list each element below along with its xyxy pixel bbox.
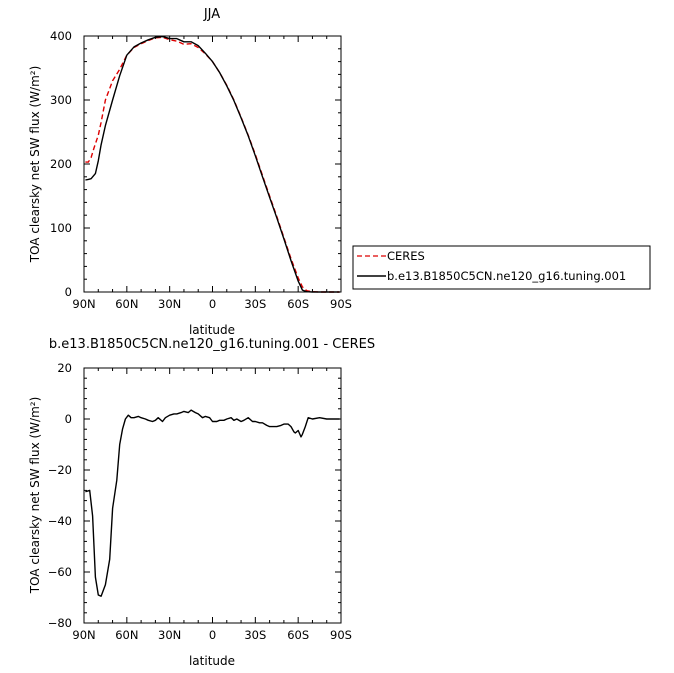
top-y-tick-label: 0 bbox=[65, 285, 72, 299]
bottom-y-tick-label: −40 bbox=[48, 514, 72, 528]
top-series-line-1 bbox=[85, 35, 340, 293]
top-panel: JJA latitude TOA clearsky net SW flux (W… bbox=[28, 7, 651, 337]
bottom-panel-title: b.e13.B1850C5CN.ne120_g16.tuning.001 - C… bbox=[49, 337, 375, 352]
bottom-y-tick-label: −60 bbox=[48, 565, 72, 579]
bottom-x-tick-label: 60S bbox=[287, 628, 309, 642]
bottom-x-tick-label: 30N bbox=[158, 628, 181, 642]
bottom-y-tick-label: 20 bbox=[57, 361, 72, 375]
top-tick-labels: 90N 60N 30N 0 30S 60S 90S 0 100 200 300 400 bbox=[50, 29, 352, 311]
top-x-tick-label: 90S bbox=[330, 297, 352, 311]
top-series-group bbox=[85, 35, 340, 293]
bottom-x-tick-label: 30S bbox=[244, 628, 266, 642]
top-x-tick-label: 0 bbox=[209, 297, 216, 311]
legend: CERES b.e13.B1850C5CN.ne120_g16.tuning.0… bbox=[352, 245, 651, 290]
bottom-x-tick-label: 90N bbox=[72, 628, 95, 642]
top-y-tick-label: 200 bbox=[50, 157, 72, 171]
top-series-line-0 bbox=[85, 36, 340, 293]
top-y-tick-label: 100 bbox=[50, 221, 72, 235]
top-y-axis-label: TOA clearsky net SW flux (W/m²) bbox=[28, 66, 42, 264]
legend-box bbox=[352, 245, 651, 290]
bottom-axis-ticks bbox=[83, 367, 342, 624]
top-x-tick-label: 60N bbox=[115, 297, 138, 311]
top-x-axis-label: latitude bbox=[189, 323, 235, 337]
top-x-tick-label: 90N bbox=[72, 297, 95, 311]
bottom-x-tick-label: 60N bbox=[115, 628, 138, 642]
bottom-x-tick-label: 0 bbox=[209, 628, 216, 642]
top-y-tick-label: 400 bbox=[50, 29, 72, 43]
bottom-y-axis-label: TOA clearsky net SW flux (W/m²) bbox=[28, 397, 42, 595]
top-panel-title: JJA bbox=[203, 7, 220, 22]
top-x-tick-label: 60S bbox=[287, 297, 309, 311]
bottom-y-tick-label: 0 bbox=[65, 412, 72, 426]
bottom-plot-frame bbox=[83, 367, 342, 624]
bottom-panel: b.e13.B1850C5CN.ne120_g16.tuning.001 - C… bbox=[28, 337, 375, 668]
top-x-tick-label: 30N bbox=[158, 297, 181, 311]
top-x-tick-label: 30S bbox=[244, 297, 266, 311]
top-axis-ticks bbox=[83, 35, 342, 293]
legend-label-model: b.e13.B1850C5CN.ne120_g16.tuning.001 bbox=[387, 269, 626, 283]
bottom-x-axis-label: latitude bbox=[189, 654, 235, 668]
bottom-series-group bbox=[85, 409, 340, 597]
bottom-y-tick-label: −20 bbox=[48, 463, 72, 477]
top-y-tick-label: 300 bbox=[50, 93, 72, 107]
bottom-series-line-0 bbox=[85, 409, 340, 597]
bottom-x-tick-label: 90S bbox=[330, 628, 352, 642]
bottom-y-tick-label: −80 bbox=[48, 616, 72, 630]
bottom-tick-labels: 90N 60N 30N 0 30S 60S 90S −80 −60 −40 −20 0 20 bbox=[48, 361, 352, 642]
legend-label-ceres: CERES bbox=[387, 249, 425, 263]
top-plot-frame bbox=[83, 35, 342, 293]
